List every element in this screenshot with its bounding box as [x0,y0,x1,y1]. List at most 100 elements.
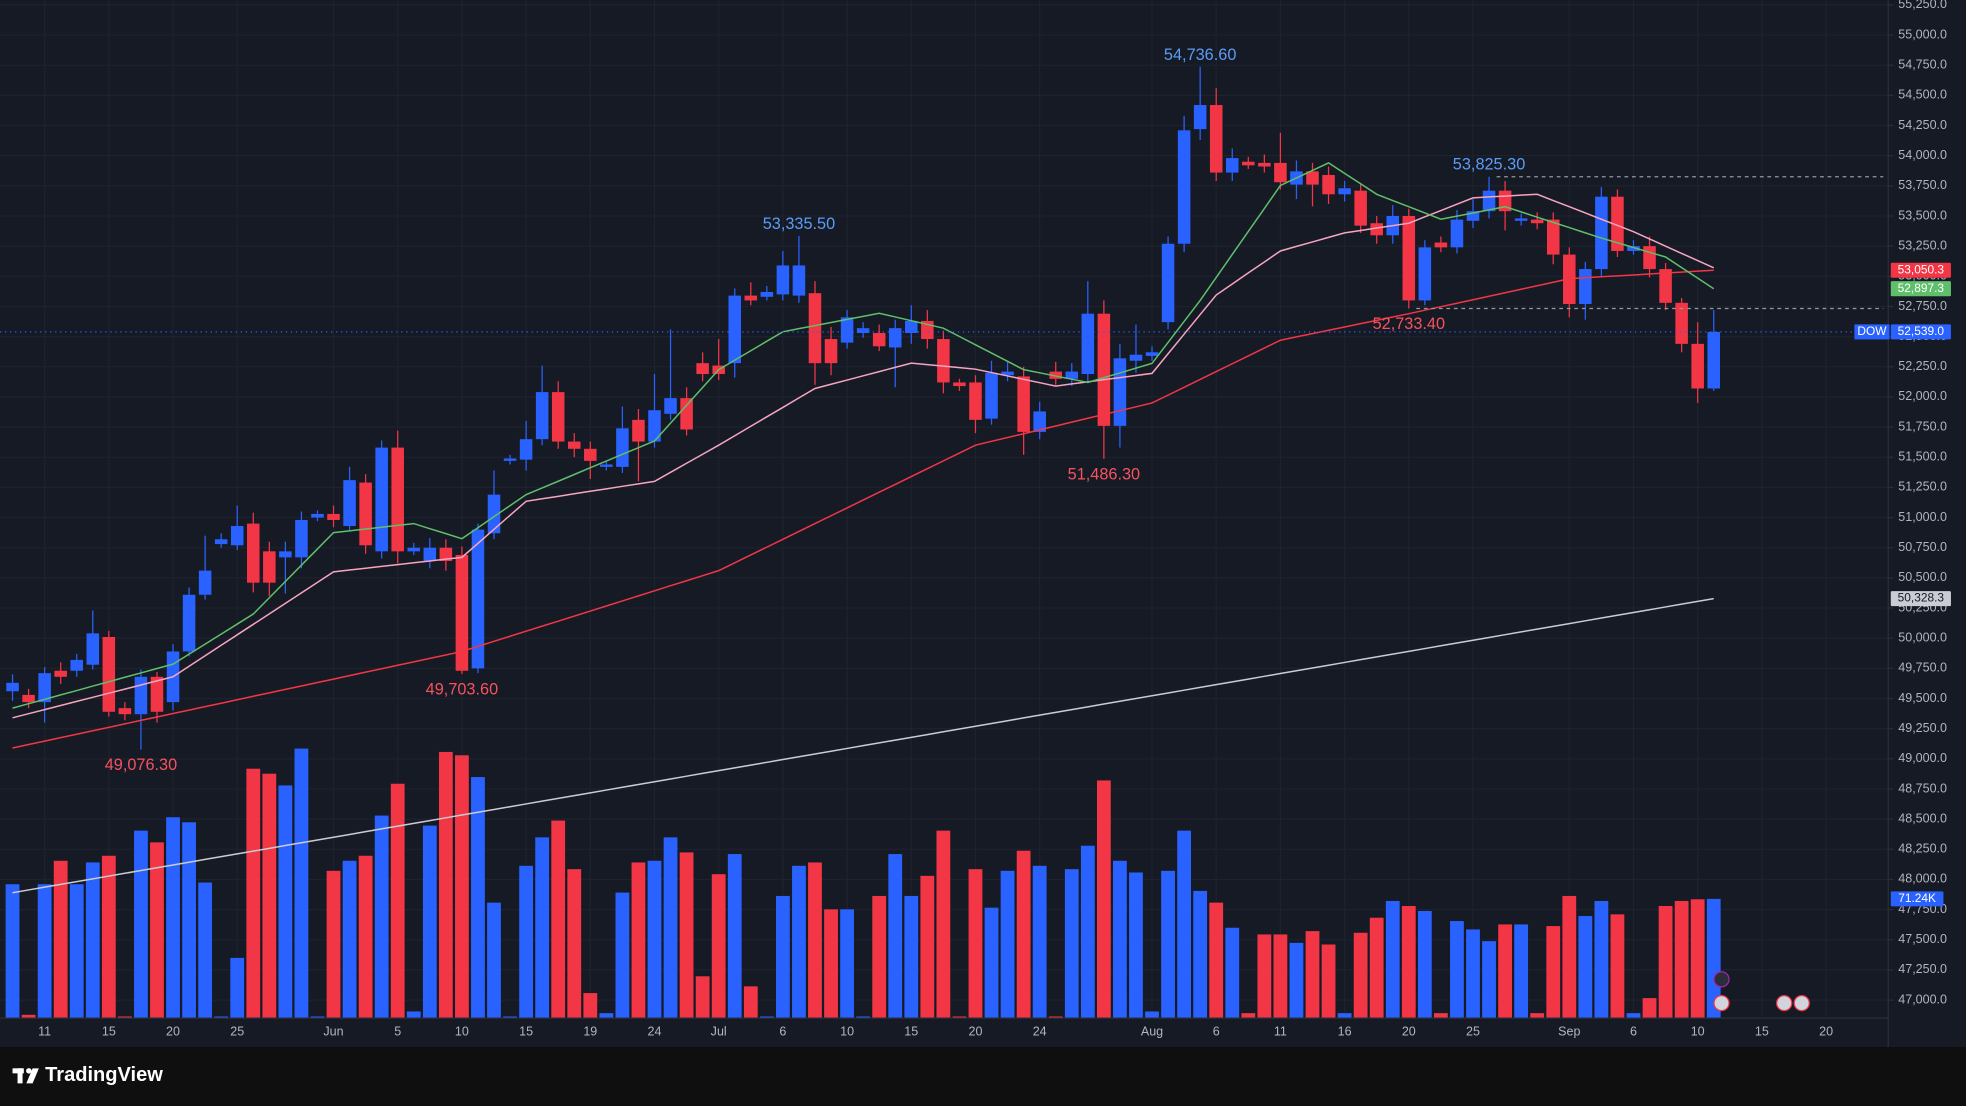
candle-body [1579,269,1592,305]
x-tick-label: 15 [102,1024,116,1038]
x-tick-label: 6 [779,1024,786,1038]
x-tick-label: 10 [1691,1024,1705,1038]
y-tick-label: 51,500.0 [1898,450,1947,464]
volume-bar [1514,924,1529,1019]
candle-body [455,554,469,671]
volume-bar [743,986,758,1019]
candle-body [1675,302,1688,344]
volume-bar [936,830,951,1019]
volume-bar [1369,917,1384,1019]
candle-body [776,265,790,295]
price-annotation: 52,733.40 [1373,315,1445,333]
plot: 49,076.30 49,703.60 53,335.50 51,486.30 54,7… [0,45,1889,1019]
candle-body [937,339,950,383]
candle-body [471,529,485,669]
volume-bar [503,1016,517,1019]
candle-body [872,332,886,347]
candle-body [1707,331,1720,389]
price-badge [1890,281,1951,297]
candle-body [487,494,501,534]
volume-bar [1257,934,1272,1019]
volume-bar [1241,1013,1256,1019]
volume-bar [1048,1016,1063,1019]
volume-bar [1658,905,1673,1019]
y-tick-label: 55,250.0 [1898,0,1947,11]
volume-bar [5,884,20,1019]
volume-bar [1032,865,1047,1019]
candle-body [1691,343,1704,389]
price-annotation: 51,486.30 [1068,465,1140,483]
x-tick-label: 20 [1819,1024,1833,1038]
volume-bar [1690,899,1705,1019]
volume-bar [1305,931,1320,1019]
candle-body [824,339,838,364]
candle-body [584,448,597,461]
candle-body [1209,105,1223,173]
volume-bar [1225,927,1240,1019]
ma-line [12,597,1714,894]
volume-bar [150,842,164,1019]
volume-bar [695,976,710,1019]
candle-body [969,382,982,420]
y-tick-label: 48,000.0 [1898,872,1947,886]
x-tick-label: 20 [166,1024,180,1038]
ma-line [12,269,1714,749]
volume-bar [679,852,694,1019]
candle-body [1627,246,1640,251]
volume-bar [872,895,887,1019]
y-tick-label: 52,000.0 [1898,389,1947,403]
candle-body [1530,219,1544,224]
volume-bar [1706,898,1721,1019]
symbol-label: DOW [1857,324,1887,338]
volume-bar [551,820,566,1019]
candle-body [6,682,19,692]
candle-body [792,265,806,296]
volume-bar [1337,1013,1352,1019]
candle-body [86,633,100,665]
candle-body [1193,105,1207,130]
volume-bar [390,783,405,1019]
price-annotation: 49,076.30 [105,756,177,774]
candle-body [54,670,67,677]
candle-body [1322,174,1335,195]
event-icons [1713,971,1810,1012]
candle-body [1274,162,1287,183]
volume-bar [1401,905,1416,1019]
volume-bar [53,860,68,1019]
volume-bar [904,895,919,1019]
candle-body [230,526,244,546]
x-tick-label: 25 [230,1024,244,1038]
y-tick-label: 54,500.0 [1898,88,1947,102]
volume-bar [840,909,854,1019]
candle-body [551,392,565,442]
x-tick-label: 6 [1213,1024,1220,1038]
x-tick-label: 11 [38,1024,51,1038]
y-tick-label: 48,750.0 [1898,781,1947,795]
x-tick-label: 19 [583,1024,597,1038]
x-tick-label: Jun [323,1024,343,1038]
x-tick-label: Jul [711,1024,727,1038]
volume-bar [487,902,501,1019]
price-badge-label: 50,328.3 [1898,591,1945,605]
volume-bar [824,909,838,1019]
y-tick-label: 48,500.0 [1898,811,1947,825]
candle-body [632,419,645,442]
candle-body [359,482,372,546]
candle-body [1482,190,1496,212]
x-tick-label: 16 [1338,1024,1352,1038]
volume-bar [759,1016,774,1019]
volume-bar [808,862,822,1019]
candle-body [1017,376,1030,432]
candle-body [1161,243,1175,323]
volume-bar [1273,934,1288,1019]
volume-bar [1161,870,1175,1019]
price-annotation: 54,736.60 [1164,46,1236,64]
candle-body [38,673,51,703]
candle-body [1643,246,1656,270]
volume-bar [1289,942,1304,1019]
volume-bar [583,993,598,1019]
ma-line [12,162,1715,709]
y-tick-label: 54,250.0 [1898,118,1947,132]
candle-body [439,547,453,561]
